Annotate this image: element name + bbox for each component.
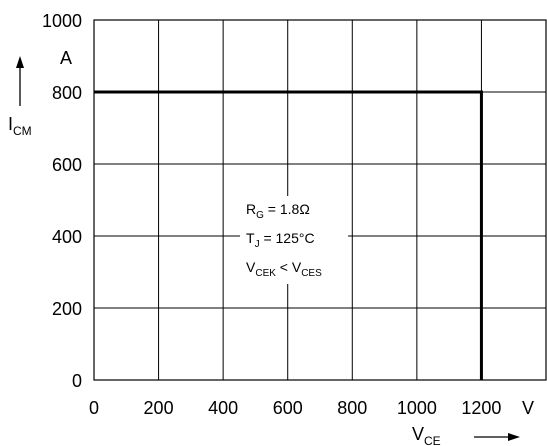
annotation-vcek: VCEK < VCES [246, 259, 322, 279]
x-axis-label-sub: CE [424, 434, 441, 446]
y-tick-label: 0 [72, 371, 82, 391]
y-tick-labels: 0 200 400 600 800 1000 [42, 11, 82, 391]
x-tick-label: 800 [337, 398, 367, 418]
x-tick-label: 400 [208, 398, 238, 418]
annotation-rg: RG = 1.8Ω [246, 201, 310, 221]
x-axis-label-main: V [412, 424, 424, 444]
x-tick-label: 0 [89, 398, 99, 418]
svg-text:ICM: ICM [8, 114, 32, 138]
up-arrow-icon [16, 56, 24, 106]
y-axis-label-main: I [8, 114, 13, 134]
right-arrow-icon [474, 433, 520, 441]
series-line [94, 90, 483, 380]
annotation-background [240, 196, 348, 284]
y-tick-label: 600 [52, 155, 82, 175]
y-tick-label: 800 [52, 83, 82, 103]
x-tick-label: 1000 [397, 398, 437, 418]
x-tick-label: 600 [273, 398, 303, 418]
svg-text:VCE: VCE [412, 424, 441, 446]
x-tick-labels: 0 200 400 600 800 1000 1200 [89, 398, 501, 418]
x-axis-title: VCE [412, 424, 520, 446]
y-tick-label: 200 [52, 299, 82, 319]
annotation-tj: TJ = 125°C [246, 230, 315, 250]
x-tick-label: 1200 [461, 398, 501, 418]
y-tick-label: 400 [52, 227, 82, 247]
y-tick-label: 1000 [42, 11, 82, 31]
x-tick-label: 200 [144, 398, 174, 418]
y-axis-label-sub: CM [13, 124, 32, 138]
x-unit-label: V [522, 398, 534, 418]
y-axis-title: ICM [8, 56, 32, 138]
plot-frame [93, 19, 547, 381]
y-unit-label: A [60, 48, 72, 68]
